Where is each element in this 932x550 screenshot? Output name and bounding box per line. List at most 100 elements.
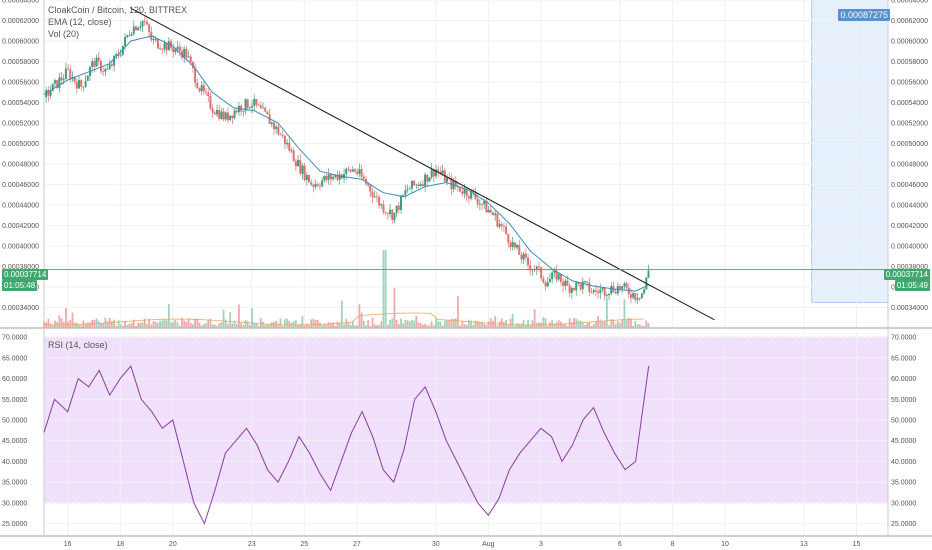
volume-bar	[159, 320, 161, 328]
volume-bar	[224, 319, 227, 328]
volume-bar	[592, 324, 595, 328]
candle-body	[627, 287, 630, 295]
candle-body	[108, 64, 111, 70]
volume-bar	[286, 318, 289, 328]
candle-body	[115, 54, 118, 56]
candle-body	[172, 47, 175, 53]
volume-bar	[564, 323, 567, 328]
candle-body	[470, 190, 473, 199]
volume-bar	[531, 320, 534, 328]
volume-bar	[229, 311, 232, 328]
rsi-axis-label-left: 45.0000	[2, 438, 27, 445]
candle-body	[454, 180, 457, 187]
volume-bar	[60, 318, 63, 328]
volume-bar	[183, 320, 186, 328]
candle-body	[128, 35, 131, 36]
volume-bar	[400, 318, 402, 328]
rsi-axis-label-right: 30.0000	[891, 500, 916, 507]
candle-body	[356, 171, 359, 174]
volume-bar	[312, 318, 315, 328]
volume-bar	[299, 323, 302, 328]
candle-body	[80, 80, 83, 87]
volume-bar	[419, 323, 422, 328]
rsi-axis-label-left: 55.0000	[2, 397, 27, 404]
candle-body	[375, 196, 378, 198]
candle-body	[577, 282, 580, 284]
rsi-axis-label-left: 50.0000	[2, 418, 27, 425]
volume-bar	[413, 320, 416, 328]
price-axis-label-left: 0.00044000	[2, 203, 39, 210]
volume-bar	[106, 321, 109, 328]
candle-body	[437, 169, 440, 172]
candle-body	[255, 98, 258, 105]
countdown-tag-right: 01:05:49	[894, 280, 930, 291]
volume-bar	[185, 321, 188, 328]
candle-body	[592, 290, 595, 293]
candle-body	[601, 287, 604, 290]
rsi-axis-label-left: 60.0000	[2, 376, 27, 383]
volume-bar	[553, 323, 556, 328]
candle-body	[106, 68, 109, 70]
candle-body	[305, 175, 308, 181]
candle-body	[557, 273, 560, 280]
candle-body	[99, 60, 102, 72]
volume-bar	[181, 318, 183, 328]
volume-bar	[216, 325, 218, 328]
volume-bar	[439, 321, 442, 328]
volume-bar	[378, 325, 380, 328]
rsi-axis-label-right: 45.0000	[891, 438, 916, 445]
candle-body	[297, 159, 300, 167]
volume-bar	[172, 321, 175, 328]
candle-body	[432, 169, 435, 177]
volume-bar	[97, 320, 100, 328]
candle-body	[380, 204, 383, 206]
candle-body	[56, 80, 59, 89]
volume-bar	[270, 322, 273, 328]
candle-body	[393, 212, 396, 220]
volume-bar	[365, 325, 367, 328]
candle-body	[145, 21, 148, 25]
rsi-axis-label-left: 70.0000	[2, 335, 27, 342]
price-axis-label-right: 0.00044000	[891, 203, 928, 210]
candle-body	[325, 176, 328, 180]
volume-bar	[487, 321, 490, 328]
candle-body	[292, 150, 295, 162]
volume-bar	[266, 324, 269, 328]
candle-body	[51, 83, 54, 92]
volume-bar	[49, 323, 52, 328]
volume-bar	[391, 318, 394, 328]
volume-bar	[518, 323, 521, 328]
volume-bar	[235, 323, 238, 328]
candle-body	[636, 298, 639, 300]
time-axis-label: Aug	[482, 541, 495, 548]
volume-bar	[367, 320, 370, 328]
candle-body	[281, 134, 284, 136]
volume-bar	[481, 321, 483, 328]
volume-bar	[590, 325, 593, 328]
candle-body	[397, 205, 400, 210]
volume-bar	[465, 325, 468, 328]
candle-body	[408, 188, 411, 190]
volume-bar	[513, 325, 516, 328]
candle-body	[222, 111, 225, 120]
candle-body	[564, 280, 567, 286]
candle-body	[288, 142, 291, 151]
volume-bar	[255, 323, 258, 328]
volume-bar	[461, 320, 464, 328]
candle-body	[242, 110, 245, 112]
candle-body	[218, 109, 221, 119]
volume-bar	[373, 324, 376, 328]
time-axis-label: 13	[800, 541, 808, 548]
volume-bar	[268, 324, 271, 328]
volume-bar	[577, 320, 580, 328]
volume-bar	[507, 325, 510, 328]
volume-bar	[601, 321, 604, 328]
volume-bar	[478, 322, 481, 328]
rsi-axis-label-left: 35.0000	[2, 480, 27, 487]
candle-body	[605, 295, 608, 296]
volume-bar	[568, 318, 571, 328]
candle-body	[152, 39, 155, 41]
candle-body	[500, 224, 503, 227]
volume-bar	[69, 319, 72, 328]
